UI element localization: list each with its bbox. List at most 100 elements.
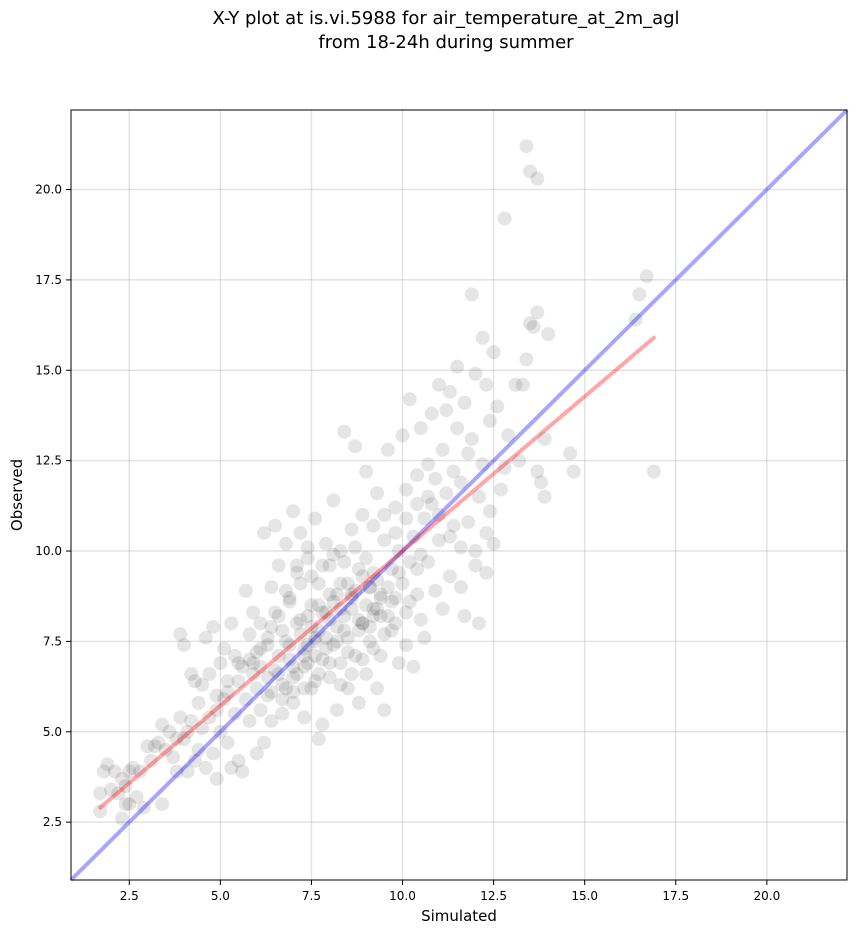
scatter-point bbox=[162, 724, 177, 739]
scatter-point bbox=[184, 713, 199, 728]
scatter-point bbox=[264, 713, 279, 728]
scatter-point bbox=[286, 504, 301, 519]
scatter-point bbox=[388, 500, 403, 515]
scatter-point bbox=[308, 634, 323, 649]
scatter-point bbox=[326, 547, 341, 562]
scatter-point bbox=[359, 464, 374, 479]
regression-line bbox=[98, 335, 656, 810]
scatter-point bbox=[264, 580, 279, 595]
scatter-point bbox=[224, 760, 239, 775]
scatter-point bbox=[340, 576, 355, 591]
scatter-point bbox=[380, 442, 395, 457]
x-tick-label: 17.5 bbox=[662, 889, 689, 903]
scatter-point bbox=[453, 540, 468, 555]
scatter-point bbox=[490, 399, 505, 414]
scatter-point bbox=[184, 666, 199, 681]
scatter-point bbox=[297, 659, 312, 674]
scatter-point bbox=[235, 764, 250, 779]
scatter-point bbox=[311, 623, 326, 638]
reference-lines bbox=[69, 108, 849, 882]
scatter-point bbox=[329, 703, 344, 718]
scatter-point bbox=[428, 471, 443, 486]
scatter-point bbox=[297, 681, 312, 696]
x-tick-label: 5.0 bbox=[211, 889, 230, 903]
scatter-point bbox=[293, 525, 308, 540]
scatter-point bbox=[446, 518, 461, 533]
scatter-point bbox=[289, 616, 304, 631]
scatter-point bbox=[169, 732, 184, 747]
scatter-point bbox=[464, 287, 479, 302]
scatter-point bbox=[147, 739, 162, 754]
scatter-point bbox=[322, 670, 337, 685]
scatter-point bbox=[206, 619, 221, 634]
scatter-point bbox=[260, 688, 275, 703]
scatter-point bbox=[377, 533, 392, 548]
scatter-point bbox=[402, 554, 417, 569]
scatter-point bbox=[410, 587, 425, 602]
scatter-point bbox=[115, 811, 130, 826]
scatter-point bbox=[253, 616, 268, 631]
scatter-point bbox=[366, 609, 381, 624]
scatter-point bbox=[435, 601, 450, 616]
scatter-point bbox=[311, 666, 326, 681]
scatter-point bbox=[344, 601, 359, 616]
scatter-point bbox=[366, 641, 381, 656]
scatter-point bbox=[304, 598, 319, 613]
scatter-point bbox=[486, 536, 501, 551]
scatter-point bbox=[362, 634, 377, 649]
scatter-point bbox=[380, 609, 395, 624]
scatter-point bbox=[453, 580, 468, 595]
scatter-point bbox=[417, 511, 432, 526]
scatter-point bbox=[169, 764, 184, 779]
scatter-point bbox=[461, 446, 476, 461]
scatter-point bbox=[304, 569, 319, 584]
scatter-point bbox=[195, 721, 210, 736]
scatter-point bbox=[410, 562, 425, 577]
scatter-point bbox=[486, 345, 501, 360]
scatter-point bbox=[428, 583, 443, 598]
scatter-point bbox=[231, 753, 246, 768]
scatter-point bbox=[431, 533, 446, 548]
scatter-point bbox=[242, 713, 257, 728]
scatter-point bbox=[377, 627, 392, 642]
scatter-point bbox=[329, 619, 344, 634]
scatter-point bbox=[380, 580, 395, 595]
scatter-point bbox=[388, 525, 403, 540]
scatter-point bbox=[351, 695, 366, 710]
scatter-point bbox=[125, 760, 140, 775]
x-tick-label: 12.5 bbox=[480, 889, 507, 903]
scatter-point bbox=[402, 594, 417, 609]
scatter-point bbox=[191, 695, 206, 710]
scatter-point bbox=[344, 522, 359, 537]
scatter-point bbox=[297, 648, 312, 663]
scatter-point bbox=[275, 623, 290, 638]
scatter-point bbox=[450, 421, 465, 436]
scatter-point bbox=[384, 623, 399, 638]
scatter-point bbox=[468, 366, 483, 381]
scatter-point bbox=[136, 800, 151, 815]
scatter-point bbox=[129, 789, 144, 804]
scatter-point bbox=[278, 536, 293, 551]
scatter-point bbox=[530, 464, 545, 479]
scatter-point bbox=[370, 486, 385, 501]
scatter-point bbox=[435, 442, 450, 457]
scatter-point bbox=[166, 750, 181, 765]
scatter-point bbox=[300, 540, 315, 555]
scatter-point bbox=[289, 565, 304, 580]
scatter-point bbox=[158, 742, 173, 757]
scatter-point bbox=[373, 648, 388, 663]
scatter-point bbox=[391, 656, 406, 671]
scatter-point bbox=[93, 786, 108, 801]
scatter-point bbox=[406, 659, 421, 674]
scatter-point bbox=[479, 565, 494, 580]
scatter-point bbox=[271, 609, 286, 624]
scatter-point bbox=[227, 706, 242, 721]
y-tick-label: 15.0 bbox=[35, 363, 62, 377]
scatter-point bbox=[202, 710, 217, 725]
scatter-point bbox=[173, 627, 188, 642]
chart-title-line-2: from 18-24h during summer bbox=[318, 32, 574, 53]
scatter-point bbox=[410, 468, 425, 483]
scatter-point bbox=[278, 583, 293, 598]
scatter-point bbox=[366, 565, 381, 580]
